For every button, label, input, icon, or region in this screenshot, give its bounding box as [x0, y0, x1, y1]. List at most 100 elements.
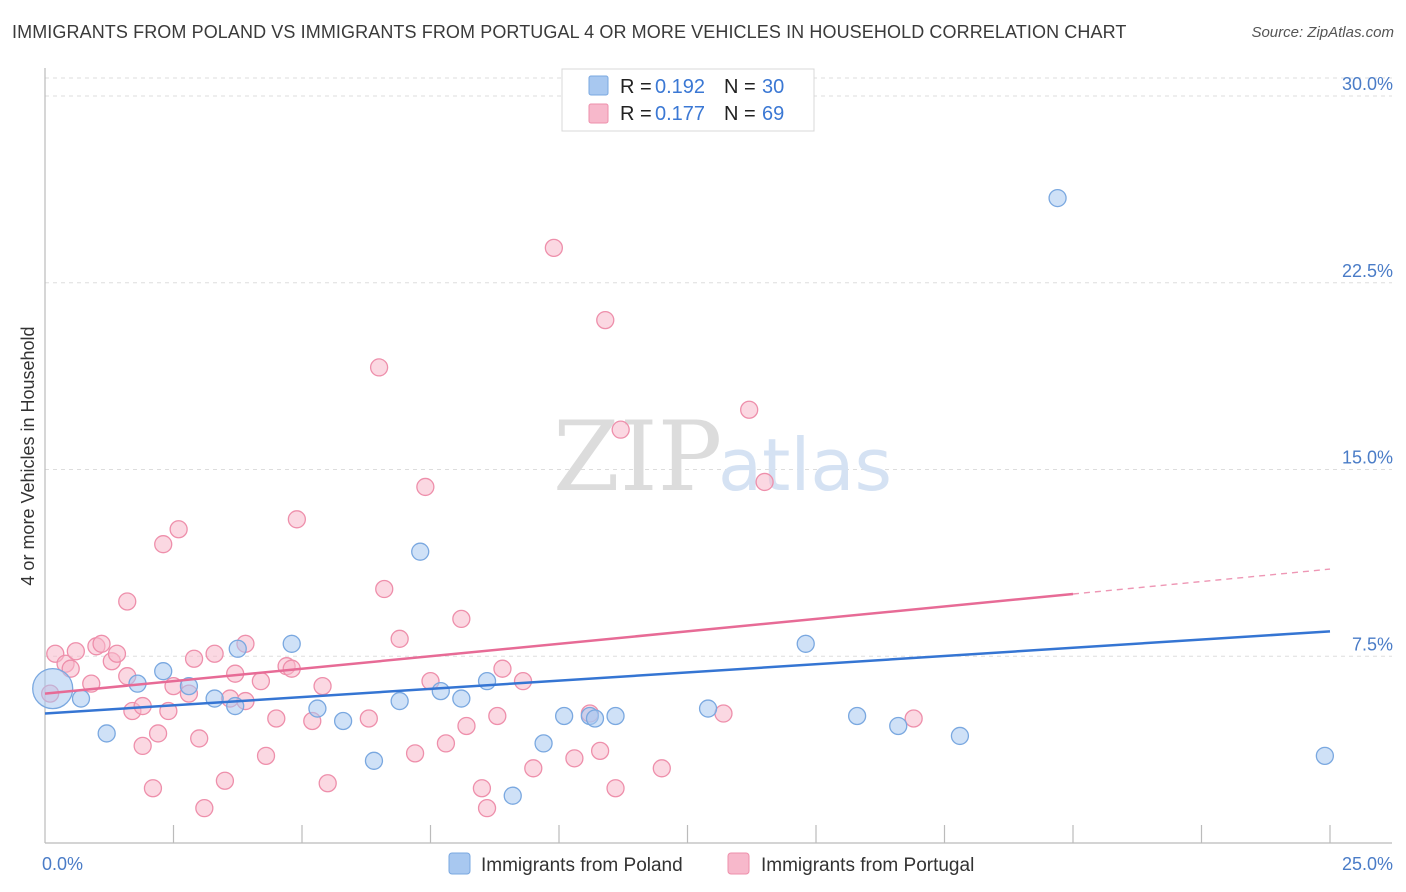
portugal-point — [184, 649, 204, 668]
legend-poland-n-value: 30 — [762, 76, 784, 98]
portugal-point — [375, 579, 394, 599]
poland-point — [1048, 188, 1067, 208]
poland-point — [585, 709, 605, 728]
portugal-point — [405, 744, 425, 763]
tick-labels: 7.5% 15.0% 22.5% 30.0% 0.0% 25.0% — [42, 74, 1393, 874]
portugal-point — [477, 798, 497, 818]
poland-point — [950, 726, 970, 746]
legend-portugal-n-label: N = — [724, 103, 756, 125]
poland-point — [32, 667, 74, 710]
legend-swatch-poland — [588, 75, 609, 96]
y-tick-label: 22.5% — [1342, 261, 1393, 281]
legend-box: R = 0.192 N = 30 R = 0.177 N = 69 — [561, 68, 815, 132]
portugal-trend-line — [44, 592, 1074, 695]
portugal-point — [493, 659, 512, 678]
portugal-point — [318, 774, 337, 793]
legend-poland-r-value: 0.192 — [655, 76, 705, 98]
poland-point — [308, 699, 327, 718]
portugal-point — [287, 510, 307, 529]
legend-poland-r-label: R = — [620, 76, 652, 98]
portugal-point — [215, 771, 235, 790]
portugal-point — [251, 672, 271, 691]
portugal-point — [190, 729, 209, 748]
portugal-point — [359, 709, 378, 728]
legend-poland-n-label: N = — [724, 76, 756, 98]
portugal-point — [66, 642, 85, 661]
portugal-trend-extension — [1072, 568, 1331, 595]
watermark-atlas: atlas — [718, 423, 892, 507]
portugal-point — [472, 779, 492, 798]
portugal-point — [544, 238, 564, 258]
portugal-point — [740, 400, 759, 419]
portugal-point — [611, 420, 630, 439]
bottom-legend: Immigrants from Poland Immigrants from P… — [448, 852, 974, 876]
poland-point — [503, 786, 522, 805]
poland-point — [431, 681, 450, 701]
poland-point — [847, 706, 867, 726]
poland-point — [364, 751, 384, 770]
poland-point — [333, 711, 353, 731]
poland-point — [154, 662, 173, 681]
portugal-point — [416, 477, 435, 497]
watermark: ZIP atlas — [553, 401, 892, 513]
poland-trend-line — [44, 630, 1331, 715]
portugal-point — [92, 634, 111, 653]
bottom-legend-poland-label: Immigrants from Poland — [481, 855, 683, 876]
bottom-legend-portugal-label: Immigrants from Portugal — [761, 855, 974, 876]
poland-point — [889, 716, 908, 736]
poland-point — [534, 734, 553, 753]
portugal-point — [369, 358, 389, 377]
poland-point — [205, 689, 224, 708]
gridlines — [45, 77, 1392, 657]
portugal-point — [714, 704, 733, 723]
poland-point — [228, 639, 247, 658]
poland-point — [606, 706, 625, 726]
poland-point — [390, 691, 409, 711]
legend-portugal-r-value: 0.177 — [655, 103, 705, 125]
bottom-legend-swatch-portugal — [727, 852, 750, 875]
portugal-point — [904, 709, 923, 728]
y-tick-label: 15.0% — [1342, 448, 1393, 468]
portugal-point — [313, 676, 332, 696]
x-tick-label: 25.0% — [1342, 854, 1393, 874]
axes — [44, 68, 1392, 844]
portugal-point — [267, 709, 286, 728]
y-axis-title: 4 or more Vehicles in Household — [18, 326, 38, 585]
portugal-point — [452, 609, 471, 629]
legend-swatch-portugal — [588, 103, 609, 124]
portugal-point — [436, 734, 456, 753]
poland-point — [71, 689, 91, 708]
portugal-point — [107, 644, 127, 663]
portugal-point — [61, 659, 80, 678]
poland-point — [1315, 746, 1335, 765]
x-tick-label: 0.0% — [42, 854, 83, 874]
series-portugal-points — [40, 238, 923, 818]
poland-point — [554, 706, 574, 726]
legend-portugal-n-value: 69 — [762, 103, 784, 125]
portugal-point — [513, 672, 533, 691]
poland-point — [698, 699, 718, 718]
source-credit: Source: ZipAtlas.com — [1251, 24, 1394, 41]
y-tick-label: 30.0% — [1342, 74, 1393, 94]
portugal-point — [390, 629, 409, 648]
portugal-point — [169, 520, 188, 539]
portugal-point — [205, 644, 224, 663]
bottom-legend-swatch-poland — [448, 852, 471, 875]
y-tick-label: 7.5% — [1352, 634, 1393, 654]
watermark-zip: ZIP — [553, 401, 722, 513]
portugal-point — [143, 779, 163, 798]
poland-point — [282, 634, 301, 653]
portugal-point — [606, 779, 625, 798]
portugal-point — [457, 716, 476, 736]
portugal-point — [133, 736, 152, 756]
portugal-point — [148, 724, 168, 743]
portugal-point — [154, 535, 173, 554]
trend-lines — [44, 568, 1331, 715]
poland-point — [477, 672, 497, 691]
portugal-point — [652, 759, 671, 778]
portugal-point — [524, 759, 543, 778]
portugal-point — [596, 310, 615, 330]
series-poland-points — [32, 188, 1335, 805]
poland-point — [97, 724, 116, 743]
portugal-point — [256, 746, 276, 765]
